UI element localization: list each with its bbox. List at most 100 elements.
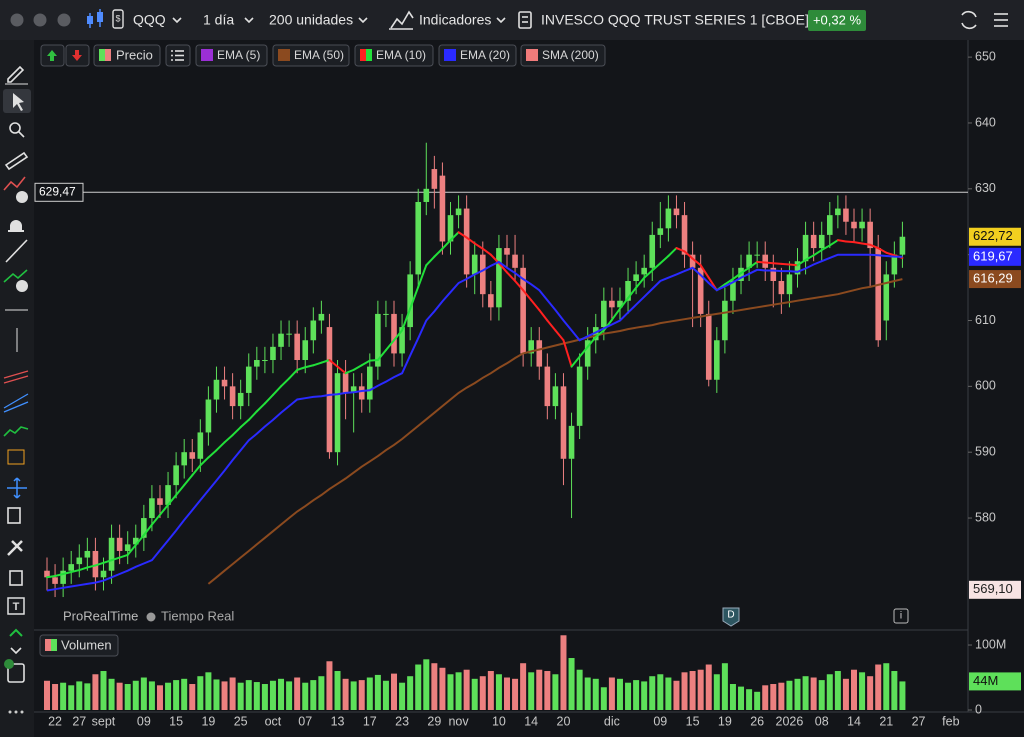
candle-body [722, 300, 728, 341]
volume-bar [455, 672, 462, 710]
text-tool[interactable] [7, 597, 25, 615]
x-tick-label: 2026 [776, 714, 804, 728]
volume-bar [310, 680, 317, 710]
indicator-segment [255, 402, 266, 413]
dividend-marker[interactable] [722, 607, 740, 627]
volume-bar [366, 677, 373, 710]
fib-tool[interactable] [3, 393, 29, 413]
candle-body [92, 550, 99, 578]
indicator-segment [70, 569, 81, 574]
volume-bar [592, 678, 599, 710]
price-plot [37, 142, 968, 598]
chevron [496, 17, 506, 24]
indicator-segment [740, 266, 751, 275]
indicators-button[interactable]: Indicadores [419, 12, 491, 28]
cursor-tool[interactable] [13, 93, 24, 111]
menu-icon[interactable] [994, 13, 1008, 27]
symbol-icon[interactable]: $ [112, 9, 124, 29]
legend-swatch-down [105, 49, 111, 61]
x-tick-label: 19 [201, 714, 215, 728]
candle-body [173, 465, 179, 486]
scroll-down[interactable] [10, 647, 22, 655]
ai-line-tool[interactable] [3, 269, 28, 283]
scroll-up[interactable] [9, 628, 23, 637]
list-icon [171, 50, 184, 61]
notes-tool[interactable] [7, 663, 25, 683]
units[interactable]: 200 unidades [269, 12, 353, 28]
x-tick-label: 13 [331, 714, 345, 728]
indicator-segment [828, 239, 839, 247]
price-tag [969, 580, 1021, 599]
y-tick-label: 590 [975, 444, 996, 458]
zoom-tool[interactable] [9, 122, 21, 134]
volume-bar [278, 678, 285, 710]
copy-tool[interactable] [7, 507, 21, 524]
symbol[interactable]: QQQ [133, 12, 166, 28]
indicator-segment [699, 264, 710, 279]
y-tick-label: 610 [975, 313, 996, 327]
sync-icon[interactable] [961, 10, 977, 30]
candle-body [229, 386, 236, 407]
legend-chip[interactable] [438, 44, 517, 67]
indicator-segment [659, 254, 670, 265]
indicator-segment [731, 272, 743, 281]
volume-chip[interactable] [39, 634, 119, 657]
volume-bar [415, 664, 422, 710]
legend-chip[interactable] [195, 44, 268, 67]
candle-body [375, 313, 381, 367]
candle-body [843, 208, 849, 222]
candle-body [76, 557, 83, 565]
indicator-segment [861, 242, 872, 246]
volume-bar [875, 664, 882, 710]
volume-bar [641, 681, 648, 710]
zoom-handle [18, 131, 25, 138]
candle-body [576, 366, 583, 426]
ai-trend-tool[interactable] [3, 176, 26, 191]
volume-bar [205, 672, 212, 710]
volume-bar [374, 674, 381, 710]
candle-body [891, 254, 898, 275]
alert-tool[interactable] [8, 220, 24, 232]
channel-tool[interactable] [3, 370, 29, 384]
volume-bar [713, 674, 720, 710]
volume-bar [229, 677, 236, 710]
ruler-tool[interactable] [4, 151, 29, 171]
window-close[interactable] [10, 13, 24, 27]
candle-body [770, 267, 777, 281]
candles-icon[interactable] [87, 9, 103, 28]
volume-bar [391, 673, 398, 710]
window-maximize[interactable] [57, 13, 71, 27]
candle-body [334, 373, 341, 453]
move-tool[interactable] [7, 477, 27, 499]
x-tick-label: sept [92, 714, 116, 728]
info-button[interactable] [893, 608, 909, 624]
period[interactable]: 1 día [203, 12, 234, 28]
volume-bar [302, 682, 309, 710]
indicator-segment [102, 559, 113, 564]
delete-tool[interactable] [9, 570, 23, 586]
volume-bar [697, 669, 704, 710]
volume-bar [802, 676, 809, 710]
pencil-tool[interactable] [7, 65, 25, 83]
window-minimize[interactable] [33, 13, 47, 27]
volume-bar [221, 681, 228, 710]
legend-chip[interactable] [520, 44, 606, 67]
line-tool[interactable] [5, 239, 28, 263]
candle-body [391, 313, 397, 354]
volume-bar [245, 680, 252, 710]
legend-chip[interactable] [354, 44, 434, 67]
fib-box-tool[interactable] [7, 449, 25, 465]
candle-body [568, 425, 575, 459]
indicator-segment [150, 513, 161, 526]
indicator-segment [804, 254, 815, 261]
legend-chip[interactable] [272, 44, 350, 67]
settings-tool[interactable] [7, 540, 23, 556]
indicator-segment [514, 279, 525, 292]
candle-body [496, 248, 502, 308]
candle-body [762, 254, 769, 268]
more[interactable] [8, 710, 12, 714]
volume-bar [156, 685, 163, 710]
candle-body [383, 313, 389, 315]
pattern-tool[interactable] [3, 426, 29, 437]
